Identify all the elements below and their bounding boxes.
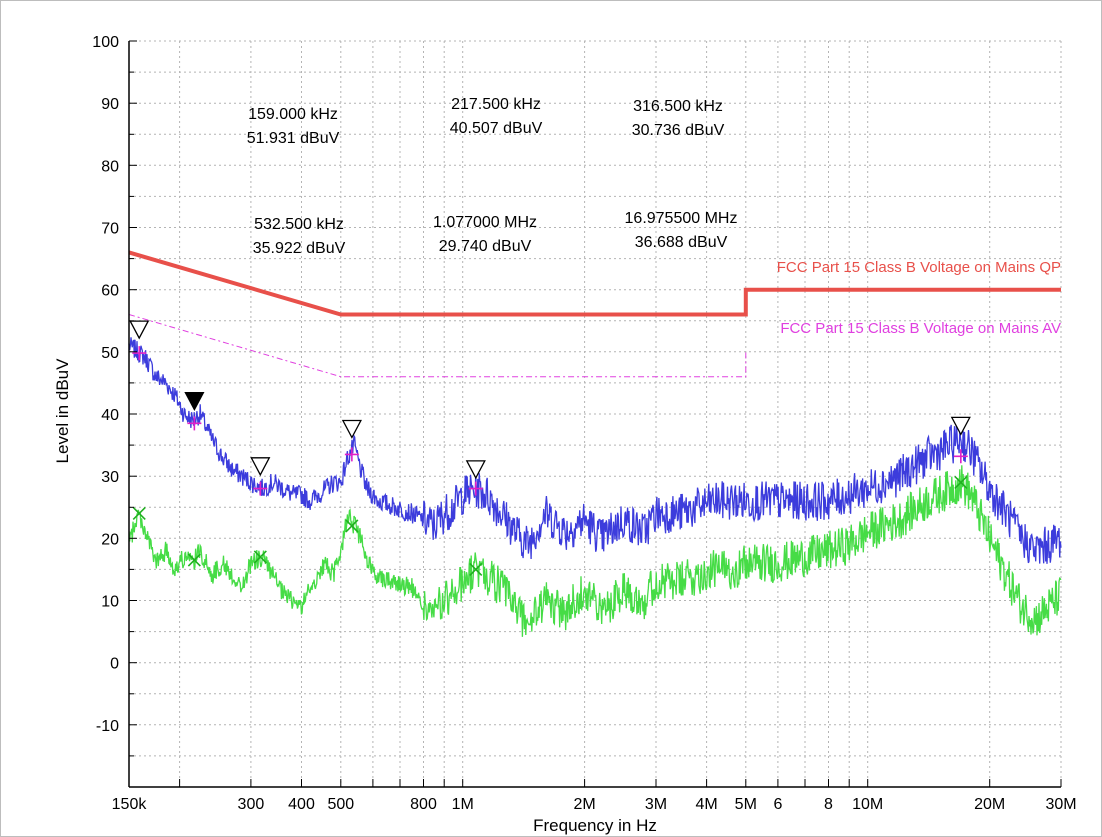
annotation-1-freq: 159.000 kHz — [248, 106, 338, 123]
qp-result-plus — [468, 481, 483, 496]
annotation-6-level: 36.688 dBuV — [635, 234, 728, 251]
annotation-3-level: 30.736 dBuV — [632, 122, 725, 139]
av-limit-label: FCC Part 15 Class B Voltage on Mains AV — [780, 320, 1061, 337]
x-axis-title: Frequency in Hz — [533, 816, 657, 835]
y-tick-label: 60 — [101, 283, 119, 300]
qp-limit-line — [128, 250, 1061, 317]
x-tick-label: 5M — [735, 796, 757, 813]
peak-marker-triangle — [465, 460, 486, 480]
av-limit-line — [128, 314, 747, 378]
av-result-cross — [345, 519, 359, 533]
x-tick-label: 10M — [852, 796, 883, 813]
qp-result-plus — [132, 346, 147, 361]
annotation-6-freq: 16.975500 MHz — [625, 210, 738, 227]
result-markers — [129, 320, 971, 576]
annotation-5-freq: 1.077000 MHz — [433, 214, 537, 231]
y-tick-label: 30 — [101, 469, 119, 486]
peak-trace — [128, 337, 1062, 564]
annotation-labels: 159.000 kHz 51.931 dBuV 217.500 kHz 40.5… — [53, 96, 1061, 835]
y-tick-label: 10 — [101, 594, 119, 611]
y-axis-title: Level in dBuV — [53, 358, 72, 464]
y-tick-label: -10 — [96, 718, 119, 735]
x-tick-label: 4M — [695, 796, 717, 813]
annotation-2-freq: 217.500 kHz — [451, 96, 541, 113]
average-trace — [128, 465, 1062, 637]
x-tick-label: 30M — [1045, 796, 1076, 813]
peak-marker-triangle — [950, 416, 971, 436]
qp-result-plus — [253, 481, 268, 496]
x-tick-label: 8 — [824, 796, 833, 813]
peak-marker-triangle — [129, 320, 150, 340]
y-tick-label: 20 — [101, 531, 119, 548]
x-tick-label: 6 — [773, 796, 782, 813]
annotation-5-level: 29.740 dBuV — [439, 238, 532, 255]
y-tick-label: 40 — [101, 407, 119, 424]
x-tick-label: 1M — [452, 796, 474, 813]
qp-result-plus — [953, 449, 968, 464]
x-tick-label: 20M — [974, 796, 1005, 813]
y-tick-label: 70 — [101, 221, 119, 238]
annotation-1-level: 51.931 dBuV — [247, 130, 340, 147]
qp-result-plus — [344, 447, 359, 462]
av-result-cross — [187, 553, 201, 567]
annotation-4-level: 35.922 dBuV — [253, 240, 346, 257]
x-tick-label: 2M — [573, 796, 595, 813]
y-tick-label: 50 — [101, 345, 119, 362]
series-lines — [128, 337, 1062, 637]
axes: 150k 300 400 500 800 1M 2M 3M 4M 5M 6 8 10M 20M 30M100… — [92, 34, 1076, 813]
limit-lines — [128, 250, 1061, 378]
annotation-4-freq: 532.500 kHz — [254, 216, 344, 233]
x-tick-label: 800 — [410, 796, 437, 813]
x-tick-label: 3M — [645, 796, 667, 813]
peak-marker-triangle — [184, 391, 205, 411]
x-tick-label: 150k — [112, 796, 148, 813]
x-tick-label: 400 — [288, 796, 315, 813]
x-tick-label: 500 — [327, 796, 354, 813]
x-tick-label: 300 — [238, 796, 265, 813]
peak-marker-triangle — [250, 457, 271, 477]
qp-limit-label: FCC Part 15 Class B Voltage on Mains QP — [777, 259, 1061, 276]
av-result-cross — [132, 506, 146, 521]
y-tick-label: 80 — [101, 158, 119, 175]
annotation-3-freq: 316.500 kHz — [633, 98, 723, 115]
av-result-cross — [469, 562, 483, 576]
av-result-cross — [954, 475, 968, 489]
y-tick-label: 90 — [101, 96, 119, 113]
peak-marker-triangle — [341, 419, 362, 439]
av-result-cross — [253, 550, 267, 564]
annotation-2-level: 40.507 dBuV — [450, 120, 543, 137]
y-tick-label: 0 — [110, 656, 119, 673]
y-tick-label: 100 — [92, 34, 119, 51]
qp-result-plus — [187, 416, 202, 431]
